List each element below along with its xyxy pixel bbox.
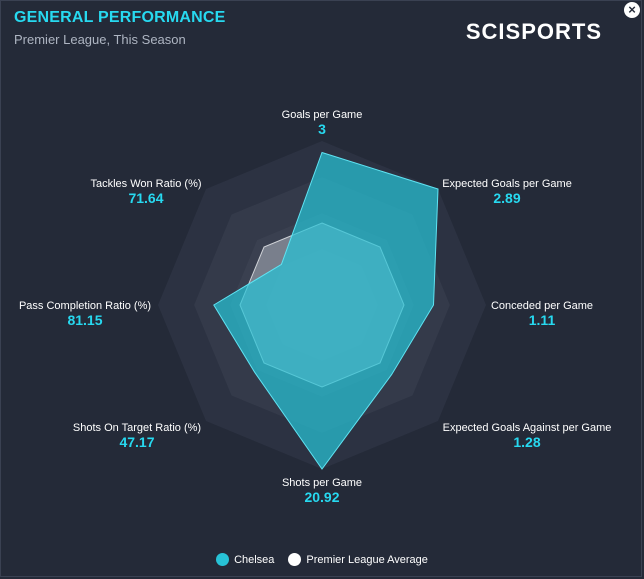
axis-label: Goals per Game	[282, 109, 363, 121]
axis-label: Conceded per Game	[491, 300, 593, 312]
radar-series	[213, 151, 439, 470]
axis-label: Tackles Won Ratio (%)	[90, 178, 201, 190]
chart-subtitle: Premier League, This Season	[14, 32, 186, 47]
axis-value: 3	[318, 121, 326, 137]
axis-value: 47.17	[119, 434, 154, 450]
axis-value: 81.15	[67, 312, 102, 328]
legend-dot-average	[288, 553, 302, 566]
legend-item-chelsea[interactable]: Chelsea	[216, 553, 274, 566]
brand-logo: SCISPORTS	[465, 19, 602, 44]
axis-value: 1.11	[529, 312, 556, 328]
axis-label: Shots On Target Ratio (%)	[73, 422, 201, 434]
series-chelsea-area	[213, 151, 439, 470]
close-button[interactable]: ×	[624, 2, 640, 18]
chart-legend: Chelsea Premier League Average	[0, 553, 644, 566]
legend-label: Premier League Average	[306, 553, 428, 566]
axis-value: 2.89	[493, 190, 520, 206]
axis-value: 1.28	[513, 434, 540, 450]
axis-label: Expected Goals Against per Game	[443, 422, 612, 434]
legend-label: Chelsea	[234, 553, 275, 566]
axis-label: Expected Goals per Game	[442, 178, 572, 190]
axis-value: 20.92	[304, 489, 339, 505]
axis-label: Shots per Game	[282, 477, 362, 489]
chart-title: GENERAL PERFORMANCE	[14, 9, 226, 26]
axis-label: Pass Completion Ratio (%)	[19, 300, 151, 312]
legend-dot-chelsea	[216, 553, 230, 566]
legend-item-average[interactable]: Premier League Average	[288, 553, 428, 566]
axis-value: 71.64	[128, 190, 163, 206]
